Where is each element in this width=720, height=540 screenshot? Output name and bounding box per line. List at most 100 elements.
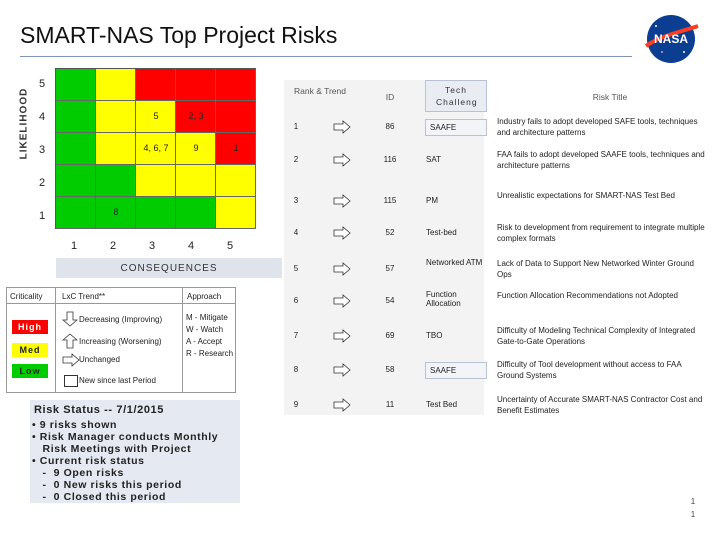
matrix-cell (56, 133, 96, 165)
legend: Criticality LxC Trend** Approach High Me… (6, 287, 236, 393)
page-number: 1 1 (690, 497, 696, 519)
header-risk-title: Risk Title (592, 92, 628, 102)
approach-mitigate: M - Mitigate (186, 313, 228, 322)
low-badge: Low (12, 364, 48, 378)
risk-id: 69 (385, 331, 395, 340)
trend-arrow-right-icon (333, 363, 351, 377)
y-tick-label: 5 (38, 78, 46, 90)
risk-matrix: 5 2, 3 4, 6, 7 9 1 8 (55, 68, 256, 229)
legend-new-since: New since last Period (79, 376, 156, 385)
matrix-cell (176, 69, 216, 101)
risk-tech-challenge: SAAFE (425, 362, 487, 379)
matrix-cell (136, 197, 176, 229)
matrix-cell (96, 197, 136, 229)
risk-tech-challenge: Networked ATM (426, 258, 483, 267)
legend-approach-label: Approach (187, 292, 222, 301)
risk-tech-challenge: Function Allocation (426, 290, 461, 308)
risk-title: Unrealistic expectations for SMART-NAS T… (497, 191, 675, 200)
matrix-cell (176, 197, 216, 229)
status-line: - 9 Open risks (32, 467, 124, 479)
header-rank-trend: Rank & Trend (294, 86, 346, 96)
matrix-cell (56, 197, 96, 229)
risk-id: 58 (385, 365, 395, 374)
y-tick-label: 1 (38, 210, 46, 222)
trend-arrow-right-icon (333, 398, 351, 412)
risk-tech-challenge: SAT (426, 155, 441, 164)
risk-id: 86 (385, 122, 395, 131)
status-line: • Risk Manager conducts Monthly (32, 431, 219, 443)
title-divider (20, 56, 632, 57)
matrix-cell (176, 165, 216, 197)
matrix-cell (176, 133, 216, 165)
risk-rank: 8 (293, 365, 299, 374)
risk-title: Lack of Data to Support New Networked Wi… (497, 259, 694, 279)
y-tick-label: 2 (38, 177, 46, 189)
risk-title: Function Allocation Recommendations not … (497, 291, 679, 300)
risk-status-heading: Risk Status -- 7/1/2015 (34, 404, 164, 416)
risk-title: Industry fails to adopt developed SAFE t… (497, 117, 698, 137)
matrix-cell (216, 165, 256, 197)
legend-increasing: Increasing (Worsening) (79, 337, 162, 346)
matrix-cell (136, 69, 176, 101)
status-line: - 0 Closed this period (32, 491, 167, 503)
approach-watch: W - Watch (186, 325, 224, 334)
nasa-logo: NASA (644, 15, 699, 63)
trend-arrow-right-icon (333, 194, 351, 208)
risk-tech-challenge: Test Bed (426, 400, 458, 409)
risk-rank: 6 (293, 296, 299, 305)
status-line: - 0 New risks this period (32, 479, 182, 491)
matrix-cell (56, 69, 96, 101)
risk-rank: 3 (293, 196, 299, 205)
matrix-cell (176, 101, 216, 133)
risk-id: 116 (383, 155, 397, 164)
risk-title: Uncertainty of Accurate SMART-NAS Contra… (497, 395, 703, 415)
risk-rank: 4 (293, 228, 299, 237)
consequences-label: CONSEQUENCES (56, 258, 282, 278)
risk-rank: 5 (293, 264, 299, 273)
risk-id: 52 (385, 228, 395, 237)
x-tick-label: 2 (109, 240, 117, 252)
matrix-cell (216, 133, 256, 165)
high-badge: High (12, 320, 48, 334)
legend-decreasing: Decreasing (Improving) (79, 315, 163, 324)
matrix-cell (96, 69, 136, 101)
risk-id: 54 (385, 296, 395, 305)
matrix-cell (136, 101, 176, 133)
legend-divider (7, 303, 235, 304)
risk-rank: 2 (293, 155, 299, 164)
risk-title: Risk to development from requirement to … (497, 223, 705, 243)
status-line: Risk Meetings with Project (32, 443, 192, 455)
matrix-cell (136, 165, 176, 197)
matrix-risk-label: 8 (113, 207, 119, 217)
new-box-icon (64, 375, 78, 387)
risk-tech-challenge: SAAFE (425, 119, 487, 136)
x-tick-label: 4 (187, 240, 195, 252)
matrix-cell (56, 165, 96, 197)
legend-trend-label: LxC Trend** (62, 292, 106, 301)
matrix-cell (216, 101, 256, 133)
page-title: SMART-NAS Top Project Risks (20, 22, 338, 48)
matrix-risk-label: 4, 6, 7 (143, 143, 169, 153)
legend-criticality-label: Criticality (10, 292, 43, 301)
matrix-risk-label: 9 (193, 143, 199, 153)
legend-col-divider (55, 288, 56, 392)
risk-id: 11 (385, 400, 395, 409)
med-badge: Med (12, 343, 48, 357)
matrix-risk-label: 2, 3 (188, 111, 204, 121)
risk-title: Difficulty of Tool development without a… (497, 360, 682, 380)
risk-id: 115 (383, 196, 397, 205)
header-tech-box: Tech Challeng (425, 80, 487, 112)
likelihood-label: LIKELIHOOD (18, 87, 30, 160)
trend-arrow-right-icon (333, 294, 351, 308)
legend-unchanged: Unchanged (79, 355, 120, 364)
matrix-cell (96, 101, 136, 133)
y-tick-label: 4 (38, 111, 46, 123)
risk-id: 57 (385, 264, 395, 273)
risk-tech-challenge: TBO (426, 331, 443, 340)
matrix-cell (96, 133, 136, 165)
logo-text: NASA (654, 32, 688, 46)
matrix-cell (216, 197, 256, 229)
header-id: ID (385, 92, 395, 102)
x-tick-label: 3 (148, 240, 156, 252)
risk-title: FAA fails to adopt developed SAAFE tools… (497, 150, 705, 170)
